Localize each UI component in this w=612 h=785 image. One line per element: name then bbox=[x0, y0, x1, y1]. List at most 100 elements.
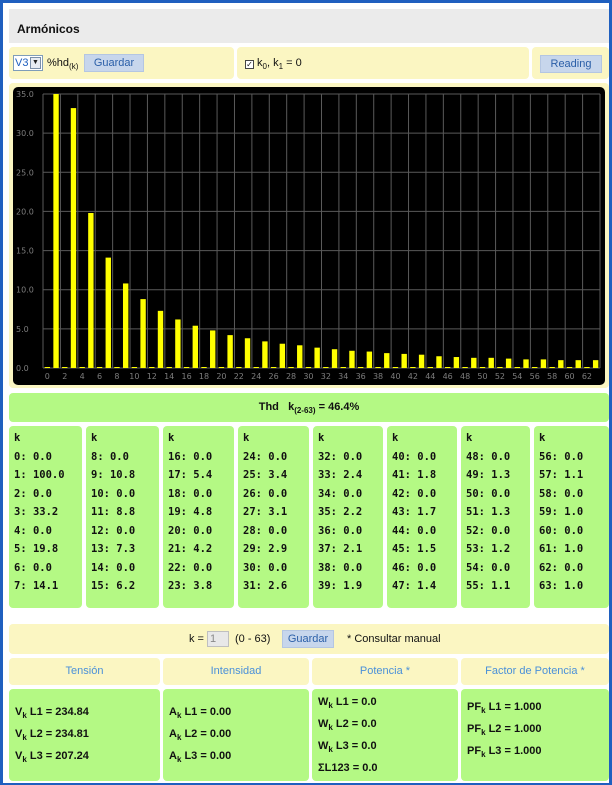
harmonic-column: k 40: 0.0 41: 1.8 42: 0.0 43: 1.7 44: 0.0 45: … bbox=[387, 426, 457, 608]
harmonic-value: 48: 0.0 bbox=[466, 450, 511, 463]
harmonic-value: 51: 1.3 bbox=[466, 506, 511, 518]
harmonic-value: 45: 1.5 bbox=[392, 543, 437, 555]
thd-value: = 46.4% bbox=[318, 401, 360, 413]
x-tick-label: 12 bbox=[147, 372, 157, 381]
chart-bar bbox=[323, 367, 329, 368]
chart-bar bbox=[149, 367, 155, 368]
chart-bar bbox=[175, 319, 181, 368]
x-tick-label: 18 bbox=[199, 372, 209, 381]
potencia-value: Wk L3 = 0.0 bbox=[318, 740, 377, 755]
harmonic-value: 13: 7.3 bbox=[91, 543, 136, 555]
harmonic-value: 2: 0.0 bbox=[14, 487, 52, 500]
chart-bar bbox=[218, 367, 225, 368]
harmonic-column: k 0: 0.0 1: 100.0 2: 0.0 3: 33.2 4: 0.0 5: 19.… bbox=[9, 426, 82, 608]
chart-bar bbox=[53, 94, 59, 368]
chart-bar bbox=[331, 349, 338, 368]
thd-bar: Thd k(2-63) = 46.4% bbox=[9, 393, 609, 422]
intensidad-value: Ak L2 = 0.00 bbox=[169, 728, 232, 743]
chart-panel: 0.0 5.0 10.0 15.0 20.0 25.0 30.0 35.0 0 2 4 6 8 10 12 1… bbox=[9, 83, 609, 388]
thd-range: (2-63) bbox=[294, 406, 316, 416]
harmonic-column: k 48: 0.0 49: 1.3 50: 0.0 51: 1.3 52: 0.0 53: … bbox=[461, 426, 530, 608]
x-tick-label: 42 bbox=[408, 372, 418, 381]
harmonic-column-header: k bbox=[243, 432, 250, 444]
chart-bar bbox=[201, 367, 207, 368]
harmonic-value: 20: 0.0 bbox=[168, 524, 213, 537]
harmonic-column-header: k bbox=[466, 432, 473, 444]
harmonic-value: 0: 0.0 bbox=[14, 450, 52, 463]
harmonic-value: 37: 2.1 bbox=[318, 543, 363, 555]
harmonic-value: 24: 0.0 bbox=[243, 450, 288, 463]
chart-bar bbox=[114, 367, 120, 368]
harmonic-value: 23: 3.8 bbox=[168, 580, 213, 592]
factor-value: PFk L3 = 1.000 bbox=[467, 745, 542, 760]
harmonic-value: 31: 2.6 bbox=[243, 580, 288, 592]
chart-bar bbox=[183, 367, 190, 368]
chart-bar bbox=[549, 367, 555, 368]
chart-bar bbox=[523, 359, 529, 368]
chart-bar bbox=[236, 367, 242, 368]
intensidad-label: Intensidad bbox=[163, 658, 309, 685]
x-tick-label: 10 bbox=[129, 372, 139, 381]
chart-bar bbox=[314, 347, 320, 368]
k-input[interactable]: 1 bbox=[207, 631, 229, 647]
harmonic-value: 52: 0.0 bbox=[466, 524, 511, 537]
chart-bar bbox=[427, 367, 433, 368]
chart-bar bbox=[166, 367, 172, 368]
factor-value: PFk L2 = 1.000 bbox=[467, 723, 542, 738]
x-tick-label: 46 bbox=[443, 372, 453, 381]
factor-values: PFk L1 = 1.000 PFk L2 = 1.000 PFk L3 = 1… bbox=[461, 689, 609, 781]
phase-select[interactable]: V3 ▼ bbox=[13, 55, 43, 71]
harmonic-value: 28: 0.0 bbox=[243, 524, 288, 537]
harmonic-value: 17: 5.4 bbox=[168, 469, 213, 481]
chart-bar bbox=[192, 325, 199, 368]
chart-bar bbox=[244, 338, 251, 368]
y-tick-label: 5.0 bbox=[16, 325, 29, 334]
harmonic-value: 4: 0.0 bbox=[14, 524, 52, 537]
x-tick-label: 4 bbox=[80, 372, 85, 381]
chart-toolbar: V3 ▼ %hd(k) Guardar bbox=[9, 47, 234, 79]
chart-bar bbox=[140, 299, 146, 368]
x-tick-label: 24 bbox=[251, 372, 261, 381]
harmonic-value: 6: 0.0 bbox=[14, 561, 52, 574]
harmonic-value: 34: 0.0 bbox=[318, 487, 363, 500]
harmonic-column-header: k bbox=[392, 432, 399, 444]
k-save-button[interactable]: Guardar bbox=[282, 630, 334, 648]
x-tick-label: 54 bbox=[512, 372, 522, 381]
harmonic-value: 44: 0.0 bbox=[392, 524, 437, 537]
x-tick-label: 30 bbox=[303, 372, 313, 381]
harmonic-value: 11: 8.8 bbox=[91, 506, 136, 518]
x-tick-label: 32 bbox=[321, 372, 331, 381]
harmonic-value: 26: 0.0 bbox=[243, 487, 288, 500]
chart-bar bbox=[262, 341, 268, 368]
harmonic-value: 5: 19.8 bbox=[14, 543, 59, 555]
harmonic-column-header: k bbox=[14, 432, 21, 444]
factor-label: Factor de Potencia * bbox=[461, 658, 609, 685]
k0-option: ✓ k0, k1 = 0 bbox=[237, 47, 529, 79]
y-tick-label: 15.0 bbox=[16, 247, 34, 256]
save-button[interactable]: Guardar bbox=[84, 54, 144, 72]
factor-value: PFk L1 = 1.000 bbox=[467, 701, 542, 716]
harmonic-column: k 16: 0.0 17: 5.4 18: 0.0 19: 4.8 20: 0.0 21: … bbox=[163, 426, 234, 608]
intensidad-value: Ak L1 = 0.00 bbox=[169, 706, 232, 721]
chart-bar bbox=[462, 367, 468, 368]
chart-bar bbox=[62, 367, 68, 368]
tension-value: Vk L3 = 207.24 bbox=[15, 750, 89, 765]
harmonics-chart: 0.05.010.015.020.025.030.035.00 2 4 6 8 10 12 1… bbox=[13, 87, 605, 385]
x-tick-label: 0 bbox=[45, 372, 50, 381]
thd-label: Thd bbox=[258, 401, 279, 413]
tension-label: Tensión bbox=[9, 658, 160, 685]
tension-values: Vk L1 = 234.84 Vk L2 = 234.81 Vk L3 = 20… bbox=[9, 689, 160, 781]
harmonic-value: 3: 33.2 bbox=[14, 506, 59, 518]
chart-bar bbox=[227, 335, 233, 368]
chart-bar bbox=[436, 356, 442, 368]
harmonic-value: 43: 1.7 bbox=[392, 506, 437, 518]
x-tick-label: 50 bbox=[477, 372, 487, 381]
chart-bar bbox=[471, 357, 477, 368]
k0-checkbox[interactable]: ✓ bbox=[245, 60, 254, 69]
harmonic-column: k 24: 0.0 25: 3.4 26: 0.0 27: 3.1 28: 0.0 29: … bbox=[238, 426, 309, 608]
harmonic-value: 59: 1.0 bbox=[539, 506, 584, 518]
x-tick-label: 60 bbox=[564, 372, 574, 381]
harmonic-value: 27: 3.1 bbox=[243, 506, 288, 518]
reading-button[interactable]: Reading bbox=[540, 55, 602, 73]
chart-bar bbox=[270, 367, 277, 368]
